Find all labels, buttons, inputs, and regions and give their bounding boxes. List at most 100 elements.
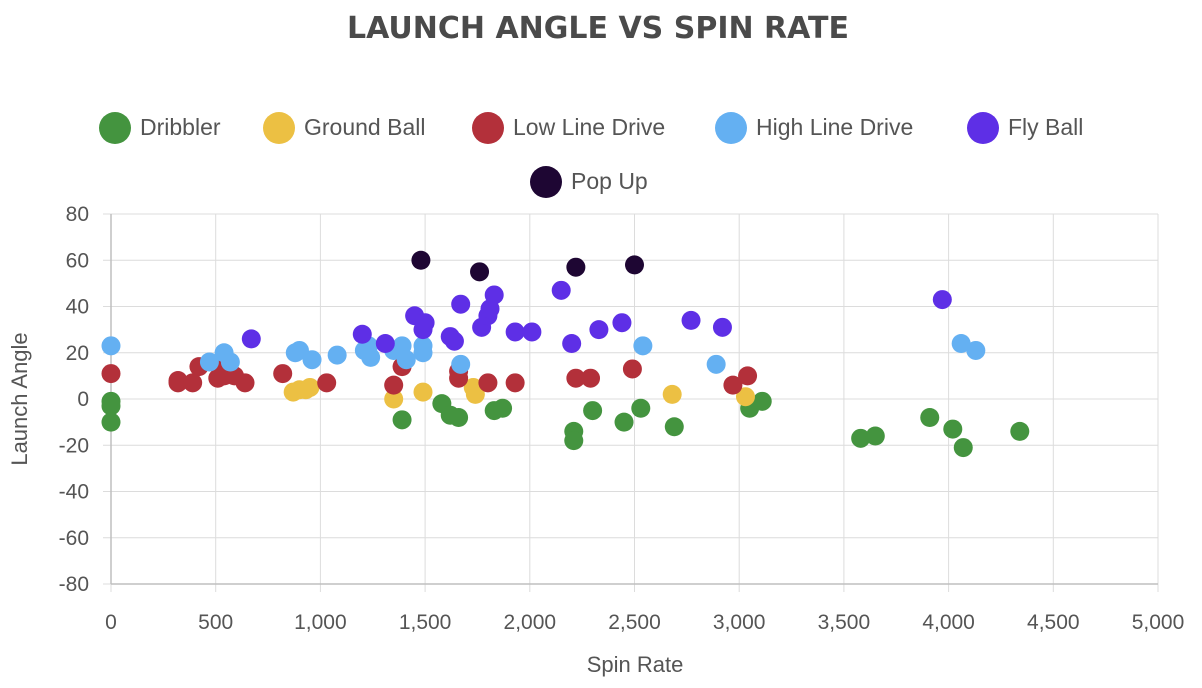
data-point[interactable] bbox=[664, 417, 684, 437]
data-point[interactable] bbox=[612, 313, 632, 333]
data-point[interactable] bbox=[752, 391, 772, 411]
data-point[interactable] bbox=[484, 285, 504, 305]
data-point[interactable] bbox=[451, 294, 471, 314]
data-point[interactable] bbox=[101, 412, 121, 432]
data-point[interactable] bbox=[566, 257, 586, 277]
data-point[interactable] bbox=[449, 408, 469, 427]
data-point[interactable] bbox=[633, 336, 653, 356]
data-point[interactable] bbox=[375, 334, 395, 353]
data-point[interactable] bbox=[966, 340, 986, 360]
y-tick-label: -40 bbox=[59, 481, 89, 504]
data-point[interactable] bbox=[396, 350, 416, 370]
legend-item-fly-ball[interactable]: Fly Ball bbox=[967, 112, 1083, 144]
x-tick-label: 3,000 bbox=[713, 611, 766, 634]
x-tick-label: 4,500 bbox=[1027, 611, 1080, 634]
data-point[interactable] bbox=[951, 334, 971, 353]
x-axis-ticks: 0 500 1,000 1,500 2,000 2,500 3,000 3,500 4,000 4… bbox=[105, 611, 1184, 634]
data-point[interactable] bbox=[451, 354, 471, 374]
data-point[interactable] bbox=[317, 373, 337, 393]
data-point[interactable] bbox=[581, 368, 601, 388]
data-point[interactable] bbox=[101, 396, 121, 416]
data-point[interactable] bbox=[505, 322, 525, 342]
y-tick-label: -20 bbox=[59, 434, 89, 457]
data-point[interactable] bbox=[413, 343, 433, 363]
legend-item-dribbler[interactable]: Dribbler bbox=[99, 112, 221, 144]
data-point[interactable] bbox=[199, 352, 219, 372]
data-point[interactable] bbox=[235, 373, 255, 393]
data-point[interactable] bbox=[361, 347, 381, 367]
data-point[interactable] bbox=[614, 412, 634, 432]
data-point[interactable] bbox=[562, 334, 582, 353]
data-point[interactable] bbox=[470, 262, 490, 282]
data-point[interactable] bbox=[583, 401, 603, 421]
data-point[interactable] bbox=[384, 389, 404, 409]
x-tick-label: 2,500 bbox=[608, 611, 661, 634]
data-point[interactable] bbox=[522, 322, 542, 342]
data-point[interactable] bbox=[415, 313, 435, 333]
data-point[interactable] bbox=[505, 373, 525, 393]
data-point[interactable] bbox=[449, 368, 469, 388]
data-point[interactable] bbox=[478, 373, 498, 393]
y-axis-title: Launch Angle bbox=[7, 332, 32, 465]
data-point[interactable] bbox=[851, 428, 871, 448]
legend-label: Pop Up bbox=[571, 168, 648, 194]
data-point[interactable] bbox=[932, 290, 952, 310]
data-point[interactable] bbox=[302, 350, 322, 370]
data-point[interactable] bbox=[300, 377, 320, 397]
legend-item-ground-ball[interactable]: Ground Ball bbox=[263, 112, 425, 144]
data-point[interactable] bbox=[327, 345, 347, 365]
data-point[interactable] bbox=[712, 317, 732, 337]
x-tick-label: 2,000 bbox=[504, 611, 557, 634]
data-point[interactable] bbox=[953, 438, 973, 458]
y-tick-label: -80 bbox=[59, 573, 89, 596]
data-point[interactable] bbox=[465, 384, 485, 404]
data-point[interactable] bbox=[1010, 421, 1030, 441]
data-point[interactable] bbox=[566, 368, 586, 388]
legend-item-low-line-drive[interactable]: Low Line Drive bbox=[472, 112, 665, 144]
legend-label: High Line Drive bbox=[756, 114, 913, 140]
legend-item-pop-up[interactable]: Pop Up bbox=[530, 166, 648, 198]
data-point[interactable] bbox=[622, 359, 642, 379]
data-point[interactable] bbox=[920, 408, 940, 427]
x-axis-title: Spin Rate bbox=[587, 652, 684, 677]
y-tick-label: 80 bbox=[66, 203, 89, 226]
data-point[interactable] bbox=[183, 373, 203, 393]
legend-label: Dribbler bbox=[140, 114, 221, 140]
data-point[interactable] bbox=[352, 324, 372, 344]
data-point[interactable] bbox=[738, 366, 758, 386]
x-tick-label: 3,500 bbox=[818, 611, 871, 634]
data-point[interactable] bbox=[101, 364, 121, 384]
data-point[interactable] bbox=[865, 426, 885, 446]
data-point[interactable] bbox=[241, 329, 261, 349]
data-point[interactable] bbox=[411, 250, 431, 270]
data-point[interactable] bbox=[392, 410, 412, 430]
legend-label: Fly Ball bbox=[1008, 114, 1083, 140]
data-point[interactable] bbox=[735, 387, 755, 407]
data-point[interactable] bbox=[384, 375, 404, 395]
data-point[interactable] bbox=[444, 331, 464, 351]
data-point[interactable] bbox=[943, 419, 963, 439]
data-point[interactable] bbox=[589, 320, 609, 340]
y-axis-ticks: 80 60 40 20 0 -20 -40 -60 -80 bbox=[59, 203, 89, 596]
data-point[interactable] bbox=[681, 310, 701, 330]
data-point[interactable] bbox=[723, 375, 743, 395]
data-point[interactable] bbox=[625, 255, 644, 275]
data-point[interactable] bbox=[662, 384, 682, 404]
y-tick-label: 20 bbox=[66, 342, 89, 365]
data-point[interactable] bbox=[493, 398, 513, 418]
legend-marker bbox=[715, 112, 747, 144]
data-point[interactable] bbox=[220, 352, 240, 372]
data-point[interactable] bbox=[551, 280, 571, 300]
data-point[interactable] bbox=[413, 382, 433, 402]
x-tick-label: 0 bbox=[105, 611, 117, 634]
legend-label: Ground Ball bbox=[304, 114, 425, 140]
series-pop-up bbox=[411, 250, 644, 282]
data-point[interactable] bbox=[706, 354, 726, 374]
x-tick-label: 5,000 bbox=[1132, 611, 1185, 634]
data-point[interactable] bbox=[273, 364, 293, 384]
data-point[interactable] bbox=[631, 398, 651, 418]
legend-item-high-line-drive[interactable]: High Line Drive bbox=[715, 112, 913, 144]
data-point[interactable] bbox=[564, 431, 584, 451]
data-point[interactable] bbox=[101, 336, 121, 356]
data-point[interactable] bbox=[168, 373, 188, 393]
